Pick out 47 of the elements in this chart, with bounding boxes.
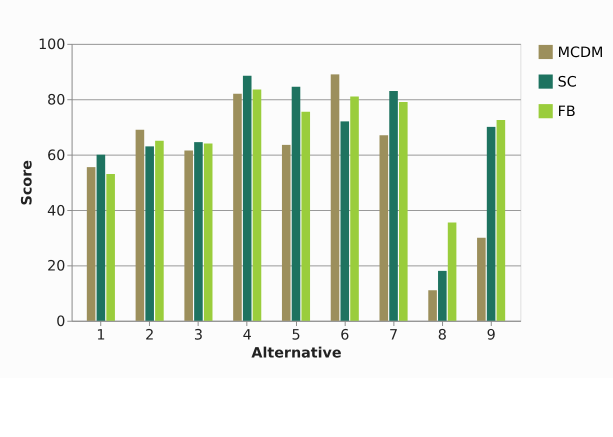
x-tick-label: 2 (145, 327, 154, 344)
bar (389, 90, 398, 321)
x-tick-label: 3 (194, 327, 203, 344)
x-tick-label: 8 (438, 327, 447, 344)
bar (486, 126, 496, 321)
bar (340, 121, 350, 321)
bar (106, 174, 115, 321)
bar (204, 144, 212, 321)
bar (330, 74, 340, 321)
bar (145, 146, 154, 321)
legend-label: FB (558, 104, 576, 120)
bar (184, 150, 193, 321)
bar (428, 290, 437, 321)
bar (399, 102, 408, 321)
bar (155, 140, 164, 321)
y-tick-label: 20 (47, 258, 66, 275)
bar (252, 90, 262, 321)
x-tick-label: 5 (291, 327, 301, 344)
y-tick-label: 40 (47, 203, 66, 220)
bar (86, 167, 96, 321)
bar (292, 86, 300, 321)
x-tick-label: 6 (340, 327, 350, 344)
bar (136, 130, 144, 321)
bar (282, 144, 291, 321)
legend-label: SC (558, 74, 577, 90)
bar (233, 94, 242, 321)
bar (301, 112, 310, 321)
bar (350, 96, 359, 321)
bar (477, 238, 486, 321)
bar (242, 76, 252, 321)
bar (96, 154, 106, 321)
y-axis-title: Score (19, 160, 36, 206)
bar (496, 120, 506, 321)
bar (194, 142, 203, 321)
y-tick-label: 60 (47, 148, 66, 164)
x-tick-label: 4 (242, 327, 252, 344)
x-tick-label: 9 (486, 327, 496, 344)
y-tick-label: 100 (38, 37, 66, 54)
x-tick-label: 7 (389, 327, 398, 344)
y-tick-label: 80 (47, 92, 66, 108)
bar (448, 222, 456, 321)
x-axis-title: Alternative (251, 346, 342, 362)
bar (438, 270, 447, 321)
x-tick-label: 1 (96, 327, 106, 344)
y-tick-label: 0 (56, 314, 66, 330)
legend-label: MCDM (558, 44, 604, 61)
bar (380, 135, 388, 321)
